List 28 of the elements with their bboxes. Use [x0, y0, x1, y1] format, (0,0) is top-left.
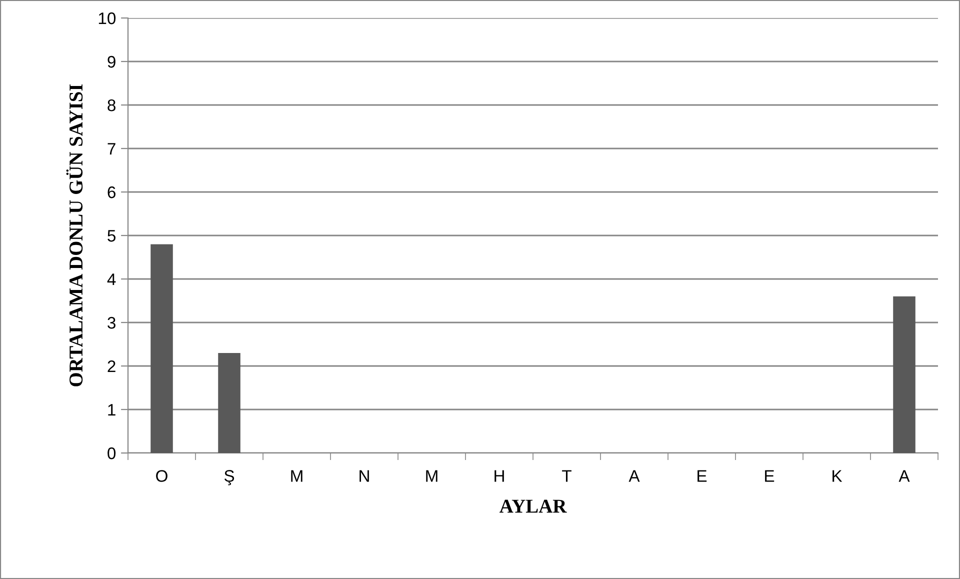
x-tick-label: A — [628, 470, 640, 482]
y-tick-label: 7 — [108, 143, 116, 155]
y-tick-label: 6 — [108, 186, 116, 198]
bar — [150, 244, 173, 453]
x-tick-label: M — [291, 470, 302, 482]
bar — [218, 352, 240, 453]
x-tick-label: K — [832, 470, 842, 482]
bar — [893, 296, 916, 453]
x-axis-title: AYLAR — [500, 500, 567, 513]
x-tick-label: M — [426, 470, 438, 482]
x-tick-label: E — [765, 470, 774, 482]
x-tick-label: E — [698, 470, 707, 482]
x-tick-label: N — [360, 470, 369, 482]
x-tick-label: Ş — [224, 470, 234, 486]
y-axis-title: ORTALAMA DONLU GÜN SAYISI — [66, 84, 83, 386]
x-tick-label: O — [156, 470, 168, 482]
x-tick-label: T — [562, 470, 572, 482]
x-tick-label: H — [494, 470, 504, 482]
y-tick-label: 10 — [98, 12, 116, 24]
y-tick-label: 1 — [108, 404, 116, 416]
y-tick-label: 9 — [108, 56, 116, 68]
y-tick-label: 0 — [108, 447, 116, 460]
y-tick-label: 3 — [108, 316, 116, 329]
y-tick-label: 2 — [108, 360, 116, 372]
x-tick-label: A — [898, 470, 910, 482]
y-tick-label: 8 — [108, 99, 116, 112]
y-tick-label: 4 — [107, 274, 116, 286]
y-tick-label: 5 — [108, 230, 116, 242]
